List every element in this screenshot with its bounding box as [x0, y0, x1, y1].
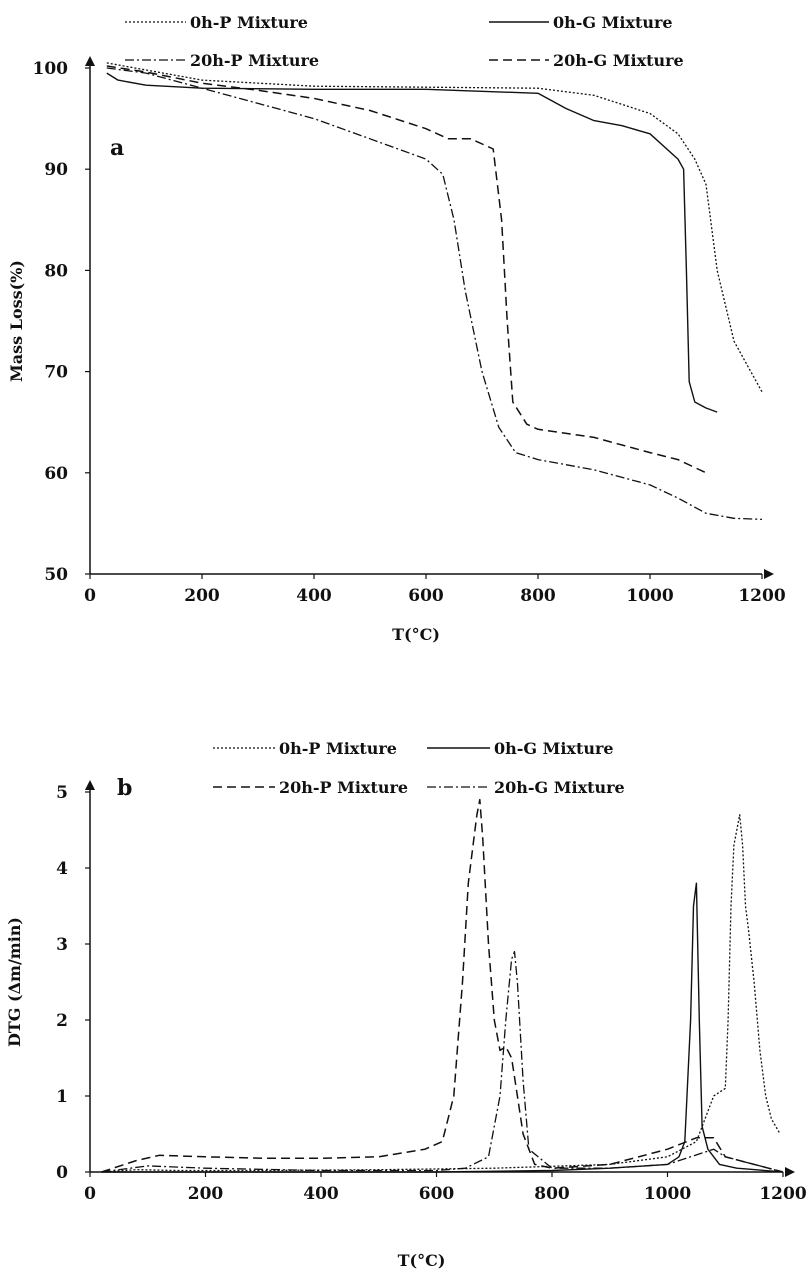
- x-axis-arrow: [764, 569, 774, 579]
- legend-label: 0h-G Mixture: [553, 13, 673, 32]
- y-tick-label: 0: [56, 1163, 68, 1183]
- series-line-0h-p-mixture: [106, 62, 763, 393]
- panel-label: a: [110, 135, 124, 161]
- x-tick-label: 800: [534, 1184, 570, 1204]
- x-tick-label: 400: [296, 586, 332, 606]
- legend-label: 20h-P Mixture: [190, 51, 319, 70]
- chart-panel-a: 0 200 400 600 800 1000 1200 50 60 70 80 90 100 T(°C) M…: [7, 13, 786, 644]
- y-tick-label: 2: [56, 1011, 68, 1031]
- y-axis-arrow: [85, 56, 95, 66]
- y-tick-label: 90: [44, 160, 68, 180]
- series-line-0h-p-mixture: [101, 814, 781, 1173]
- x-axis-arrow: [785, 1167, 795, 1177]
- x-tick-label: 200: [188, 1184, 224, 1204]
- series-line-20h-g-mixture: [106, 65, 707, 474]
- x-tick-label: 400: [303, 1184, 339, 1204]
- x-axis-label: T(°C): [392, 625, 440, 644]
- chart-panel-b: 0 200 400 600 800 1000 1200 0 1 2 3 4 5 T(°C) DTG (Δm/…: [5, 739, 807, 1270]
- y-tick-label: 60: [44, 464, 68, 484]
- y-tick-label: 80: [44, 261, 68, 281]
- legend-label: 0h-P Mixture: [279, 739, 397, 758]
- x-tick-label: 1200: [759, 1184, 806, 1204]
- legend-label: 0h-G Mixture: [494, 739, 614, 758]
- x-tick-label: 600: [419, 1184, 455, 1204]
- x-axis-label: T(°C): [398, 1251, 446, 1270]
- panel-label: b: [117, 775, 132, 801]
- y-tick-label: 100: [33, 59, 69, 79]
- x-tick-label: 600: [408, 586, 444, 606]
- y-tick-label: 3: [56, 935, 68, 955]
- legend-label: 20h-G Mixture: [494, 778, 625, 797]
- y-tick-label: 5: [56, 783, 68, 803]
- y-axis-label: Mass Loss(%): [7, 260, 26, 382]
- y-tick-label: 50: [44, 565, 68, 585]
- series-line-0h-g-mixture: [101, 882, 784, 1173]
- x-tick-label: 200: [184, 586, 220, 606]
- y-tick-label: 1: [56, 1087, 68, 1107]
- legend-label: 20h-P Mixture: [279, 778, 408, 797]
- y-axis-arrow: [85, 780, 95, 790]
- legend-label: 0h-P Mixture: [190, 13, 308, 32]
- x-tick-label: 0: [84, 586, 96, 606]
- x-tick-label: 1000: [626, 586, 673, 606]
- legend-label: 20h-G Mixture: [553, 51, 684, 70]
- x-tick-label: 1000: [644, 1184, 691, 1204]
- x-tick-label: 800: [520, 586, 556, 606]
- series-line-20h-p-mixture: [106, 67, 763, 521]
- series-line-20h-g-mixture: [101, 950, 784, 1173]
- x-tick-label: 1200: [738, 586, 785, 606]
- y-tick-label: 4: [56, 859, 68, 879]
- y-tick-label: 70: [44, 363, 68, 383]
- series-line-20h-p-mixture: [101, 798, 784, 1173]
- series-line-0h-g-mixture: [106, 72, 718, 413]
- x-tick-label: 0: [84, 1184, 96, 1204]
- y-axis-label: DTG (Δm/min): [5, 917, 24, 1047]
